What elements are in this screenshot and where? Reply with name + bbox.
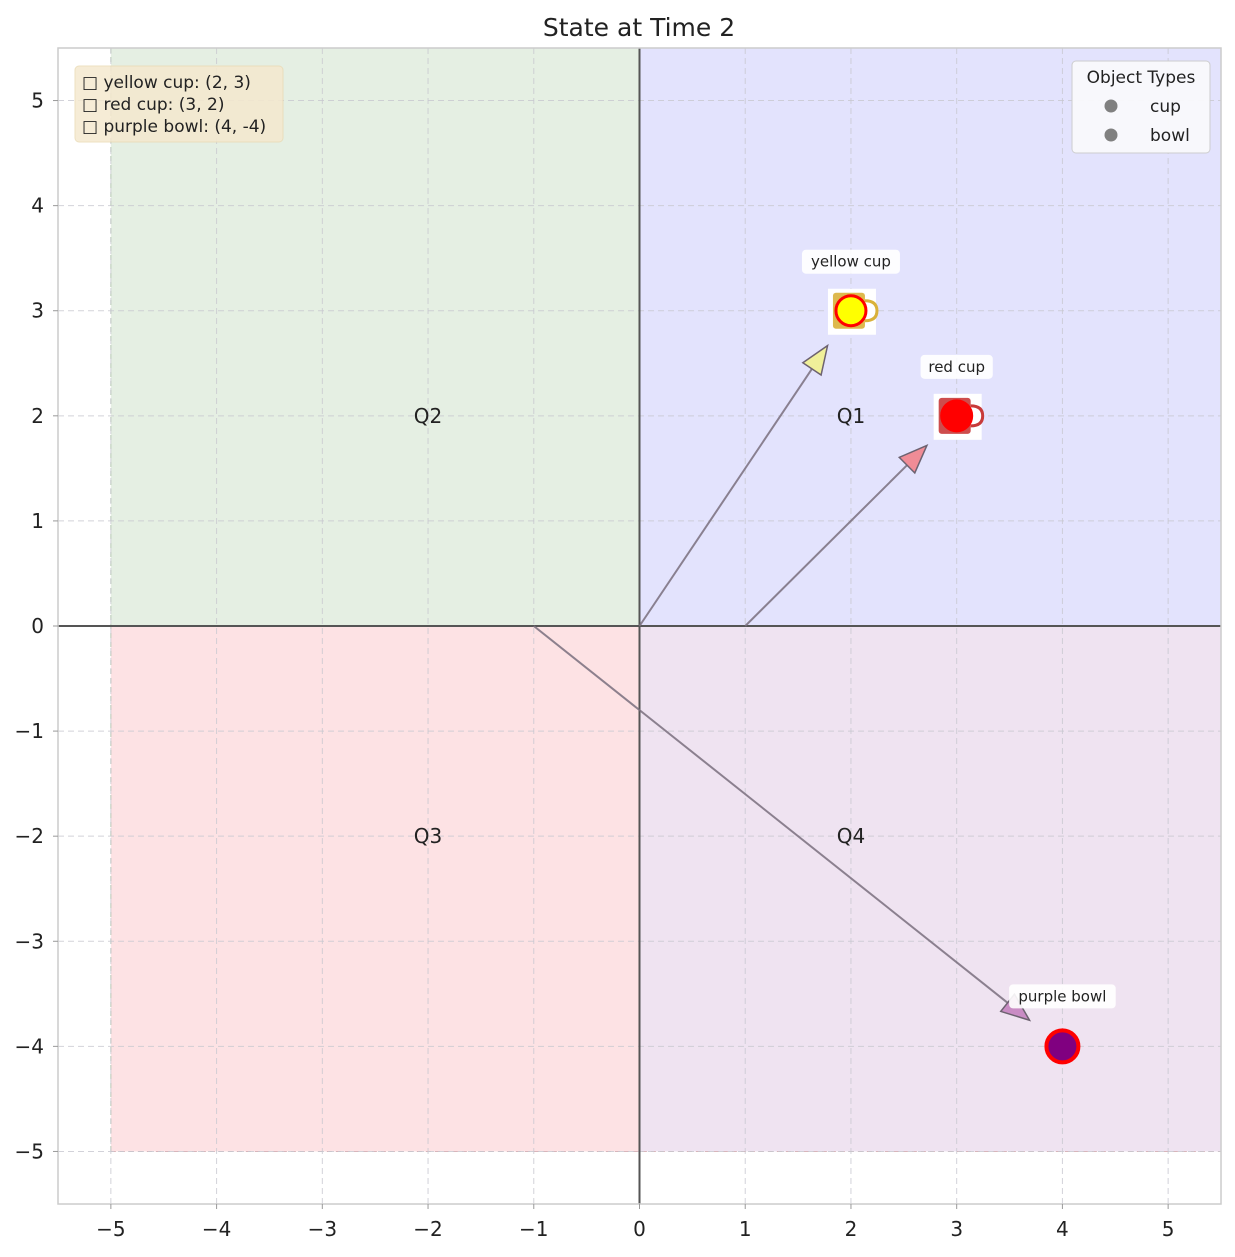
bowl-marker — [1044, 1028, 1081, 1065]
object-label: purple bowl — [1018, 987, 1106, 1005]
y-tick-label: 3 — [31, 299, 44, 323]
legend-marker — [1104, 128, 1118, 142]
object-label-box — [801, 249, 900, 274]
quadrant-region-q4 — [639, 626, 1221, 1152]
x-tick-label: −1 — [519, 1217, 548, 1241]
info-box-line: □ red cup: (3, 2) — [82, 95, 224, 115]
quadrant-label-q2: Q2 — [414, 404, 442, 428]
plot-area: Q1 Q2 Q3 Q4 yellow cup red cup purple bowl −5 −4… — [15, 47, 1222, 1241]
x-tick-label: 5 — [1162, 1217, 1175, 1241]
x-tick-label: 2 — [845, 1217, 858, 1241]
x-tick-label: 1 — [739, 1217, 752, 1241]
object-label-box — [1009, 984, 1116, 1009]
movement-arrow-shaft — [533, 625, 1009, 1004]
x-tick-label: −2 — [413, 1217, 442, 1241]
object-label-box — [920, 354, 993, 379]
legend-entry-label: bowl — [1150, 126, 1190, 146]
object-red-cup: red cup — [920, 354, 993, 440]
y-tick-label: −4 — [15, 1034, 44, 1058]
y-tick-label: 5 — [31, 89, 44, 113]
chart-title: State at Time 2 — [543, 13, 735, 42]
quadrant-region-q3 — [110, 626, 640, 1152]
x-tick-label: 4 — [1056, 1217, 1069, 1241]
object-label: yellow cup — [811, 253, 891, 271]
info-box-line: □ purple bowl: (4, -4) — [82, 117, 266, 137]
cup-handle-icon — [864, 299, 879, 323]
y-tick-label: 2 — [31, 404, 44, 428]
info-box-background — [74, 65, 284, 143]
movement-arrow-head — [897, 443, 929, 475]
object-purple-bowl: purple bowl — [1009, 984, 1116, 1065]
y-tick-label: 4 — [31, 194, 44, 218]
cup-marker — [834, 294, 868, 328]
y-tick-label: −3 — [15, 929, 44, 953]
cup-marker — [940, 399, 974, 433]
object-label: red cup — [928, 358, 985, 376]
legend: Object Types cup bowl — [1071, 60, 1211, 154]
movement-arrow-shaft — [744, 464, 908, 627]
legend-marker — [1104, 99, 1118, 113]
y-tick-label: 1 — [31, 509, 44, 533]
info-box-line: □ yellow cup: (2, 3) — [82, 73, 251, 93]
object-yellow-cup: yellow cup — [801, 249, 900, 335]
quadrant-label-q3: Q3 — [414, 824, 442, 848]
y-tick-label: −5 — [15, 1139, 44, 1163]
x-tick-label: 3 — [950, 1217, 963, 1241]
quadrant-label-q1: Q1 — [837, 404, 865, 428]
quadrant-label-q4: Q4 — [837, 824, 865, 848]
legend-entry-label: cup — [1150, 97, 1181, 117]
cup-handle-icon — [970, 404, 985, 428]
movement-arrow-head — [801, 343, 829, 377]
x-tick-label: 0 — [633, 1217, 646, 1241]
y-tick-label: −2 — [15, 824, 44, 848]
y-tick-label: −1 — [15, 719, 44, 743]
x-tick-label: −5 — [96, 1217, 125, 1241]
info-box: □ yellow cup: (2, 3)□ red cup: (3, 2)□ p… — [74, 65, 284, 143]
legend-title: Object Types — [1087, 68, 1196, 88]
y-tick-label: 0 — [31, 614, 44, 638]
quadrant-region-q2 — [110, 48, 640, 626]
legend-box — [1071, 60, 1211, 154]
x-tick-label: −4 — [202, 1217, 231, 1241]
x-tick-label: −3 — [308, 1217, 337, 1241]
movement-arrow-shaft — [638, 368, 813, 627]
